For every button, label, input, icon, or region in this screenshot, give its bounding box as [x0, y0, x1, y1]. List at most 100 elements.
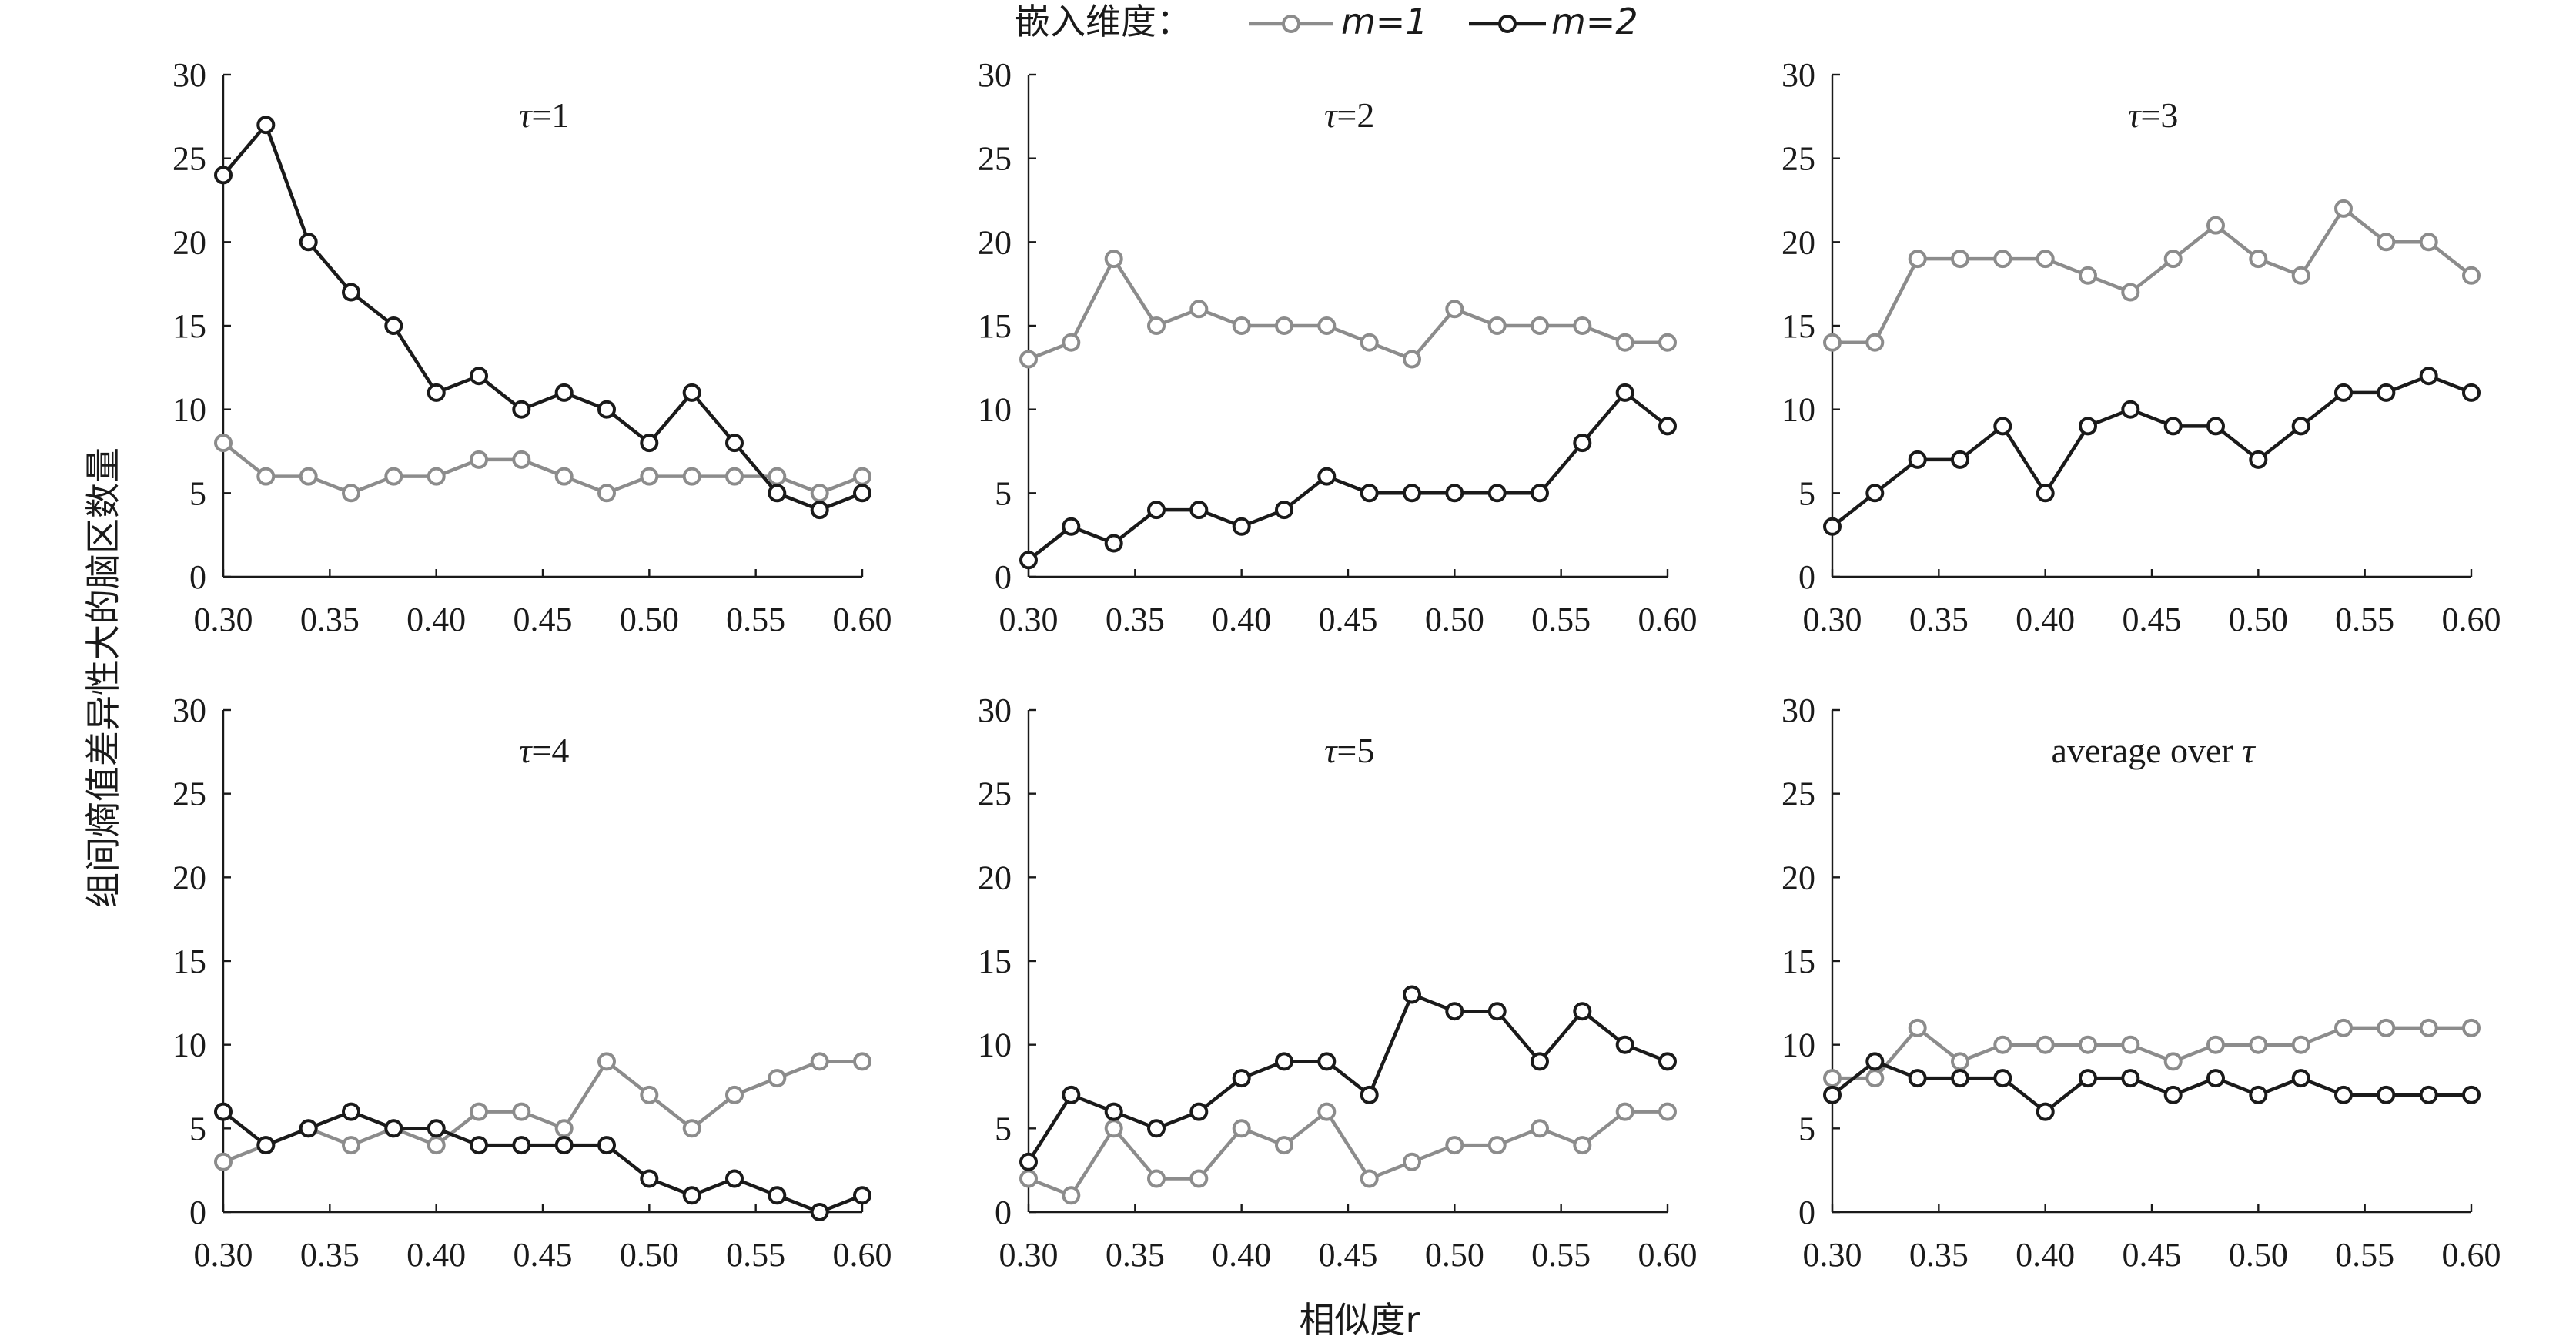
panel-2-series-m1-point: [1445, 300, 1464, 319]
panel-4-x-tick-label: 0.60: [833, 1236, 892, 1274]
panel-2-x-tick-label: 0.50: [1425, 601, 1484, 638]
panel-2-series-m1-point: [1104, 250, 1123, 269]
panel-1-series-m1-point: [810, 484, 829, 503]
panel-2-series-m1-point: [1487, 316, 1507, 335]
panel-5-y-tick-label: 30: [978, 692, 1012, 729]
panel-2-series-m2-point: [1531, 484, 1549, 503]
panel-5-series-m2: [1019, 985, 1677, 1171]
panel-5-series-m1-point: [1317, 1102, 1337, 1121]
panel-2-series-m2-point: [1445, 484, 1464, 503]
panel-1-series-m1-point: [682, 467, 701, 486]
panel-1-y-tick-label: 5: [189, 474, 206, 512]
panel-6-series-m1-point: [1823, 1069, 1842, 1088]
panel-3-series-m1-point: [2163, 250, 2183, 269]
panel-3-series-m2-point: [2249, 450, 2268, 469]
panel-5-series-m2-point: [1317, 1052, 1337, 1071]
panel-3-title: τ=3: [2128, 95, 2178, 135]
panel-4-series-m2-point: [725, 1169, 744, 1188]
panel-4-series-m1-point: [554, 1119, 574, 1138]
panel-4-series-m2-point: [554, 1136, 574, 1155]
panel-2-series-m2-point: [1403, 484, 1421, 503]
panel-3-series-m1-point: [2036, 250, 2055, 269]
panel-3-series-m1-point: [1908, 250, 1927, 269]
panel-1-series-m1-point: [384, 467, 403, 486]
panel-3-series-m1-point: [1993, 250, 2012, 269]
panel-1-series-m2-point: [427, 383, 446, 402]
panel-5-series-m2-point: [1487, 1002, 1507, 1021]
panel-1-series-m2-line: [222, 122, 863, 512]
panel-2-title: τ=2: [1324, 95, 1374, 135]
panel-6-series-m1-point: [2377, 1018, 2396, 1037]
panel-4-y-tick-label: 30: [172, 692, 206, 729]
panel-2-series-m1-line: [1028, 256, 1668, 361]
panel-2-x-tick-label: 0.35: [1106, 601, 1165, 638]
panel-4-title: τ=4: [519, 731, 569, 770]
panel-6-series-m2-point: [2249, 1085, 2268, 1104]
panel-3-y-tick-label: 5: [1798, 474, 1815, 512]
panel-6-series-m2-point: [2163, 1085, 2183, 1104]
panel-1-series-m2-point: [682, 383, 701, 402]
panel-5-series-m2-point: [1573, 1002, 1592, 1021]
panel-4-x-tick-label: 0.45: [514, 1236, 573, 1274]
panel-5-series-m1-point: [1147, 1169, 1166, 1188]
panel-1-series-m1-point: [597, 484, 616, 503]
panel-1-series-m2-point: [299, 233, 318, 252]
panel-4-series-m2-point: [810, 1203, 829, 1221]
panel-2-y-tick-label: 15: [978, 307, 1012, 345]
panel-6-series-m1-point: [2291, 1035, 2310, 1054]
panel-6-y-tick-label: 5: [1798, 1110, 1815, 1147]
panel-3-series-m2-point: [1865, 484, 1885, 503]
panel-3-series-m2-point: [2377, 383, 2396, 402]
panel-2-series-m1-point: [1189, 300, 1209, 319]
panel-5-x-tick-label: 0.40: [1212, 1236, 1271, 1274]
panel-1-series-m2-point: [768, 484, 787, 503]
panel-1-x-tick-label: 0.55: [726, 601, 785, 638]
panel-3-x-tick-label: 0.50: [2229, 601, 2288, 638]
panel-2-series-m1-point: [1019, 350, 1038, 369]
panel-1-y-tick-label: 30: [172, 56, 206, 94]
panel-3-series-m1-point: [2377, 233, 2396, 252]
panel-6-y-tick-label: 0: [1798, 1194, 1815, 1231]
panel-3-series-m2-point: [1951, 450, 1969, 469]
panel-3-series-m2-point: [2291, 417, 2310, 436]
panel-4-series-m2-point: [597, 1136, 616, 1155]
panel-1-series-m1-point: [299, 467, 318, 486]
panel-3-series-m2-point: [2036, 484, 2055, 503]
panel-4-x-tick-label: 0.30: [194, 1236, 253, 1274]
panel-5-x-tick-label: 0.35: [1106, 1236, 1165, 1274]
panel-5-series-m2-point: [1104, 1102, 1123, 1121]
panel-2-y-tick-label: 5: [995, 474, 1012, 512]
panel-4-y-tick-label: 25: [172, 775, 206, 813]
panel-5-series-m2-point: [1531, 1052, 1549, 1071]
panel-1: 0 5 10 15 20 25 30 0.30 0.35 0.40 0.45 0.50 0.55 0.60…: [172, 56, 892, 638]
panel-4-series-m2-point: [299, 1119, 318, 1138]
panel-4: 0 5 10 15 20 25 30 0.30 0.35 0.40 0.45 0.50 0.55 0.60…: [172, 692, 892, 1274]
panel-4-series-m1-line: [222, 1060, 862, 1164]
panel-2-series-m2-point: [1104, 534, 1123, 553]
panel-3-series-m1-point: [2079, 266, 2097, 285]
panel-5-series-m2-point: [1275, 1052, 1293, 1071]
panel-6-x-tick-label: 0.55: [2335, 1236, 2394, 1274]
panel-1-x-tick-label: 0.60: [833, 601, 892, 638]
panel-4-series-m2-point: [384, 1119, 403, 1138]
panel-5-series-m2-point: [1062, 1085, 1081, 1104]
panel-2-x-tick-label: 0.45: [1319, 601, 1378, 638]
panel-5-series-m1-point: [1232, 1119, 1251, 1138]
panel-2-series-m2-point: [1275, 501, 1293, 520]
panel-3-x-tick-label: 0.30: [1803, 601, 1862, 638]
panel-6-series-m2-point: [2036, 1102, 2055, 1121]
panel-3-y-tick-label: 20: [1781, 223, 1815, 261]
panel-5-series-m1-point: [1360, 1169, 1379, 1188]
panel-6-x-tick-label: 0.40: [2016, 1236, 2075, 1274]
panel-6-y-tick-label: 30: [1781, 692, 1815, 729]
panel-5-series-m1-point: [1487, 1136, 1507, 1155]
panel-3-x-tick-label: 0.55: [2335, 601, 2394, 638]
panel-5-series-m1: [1019, 1102, 1677, 1205]
panel-1-series-m1-point: [427, 467, 446, 486]
panel-4-y-tick-label: 15: [172, 943, 206, 980]
panel-1-series-m1-point: [725, 467, 744, 486]
panel-3-series-m1: [1823, 199, 2481, 352]
panel-3-series-m1-point: [2334, 199, 2353, 218]
panel-3-series-m1-point: [2206, 216, 2225, 235]
panel-4-series-m1-point: [725, 1085, 744, 1104]
